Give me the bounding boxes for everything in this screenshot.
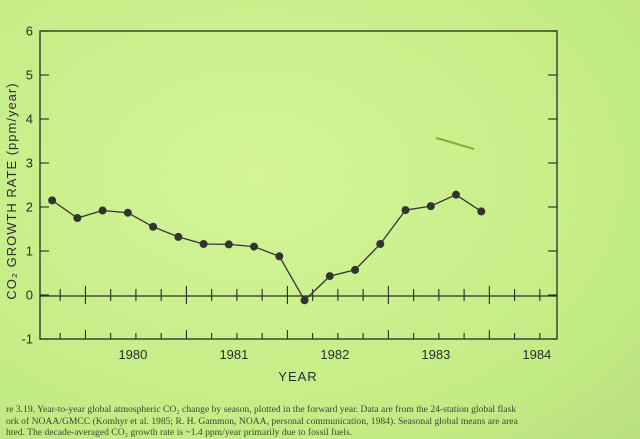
data-point <box>275 252 284 261</box>
data-point <box>401 206 410 215</box>
caption-line-3: hted. The decade-averaged CO₂ growth rat… <box>6 427 353 438</box>
data-point <box>426 202 435 211</box>
series-line <box>51 193 482 302</box>
y-axis-title: CO₂ GROWTH RATE (ppm/year) <box>4 82 19 299</box>
caption-line-2: ork of NOAA/GMCC (Komhyr et al. 1985; R.… <box>6 415 518 427</box>
data-series <box>48 190 486 305</box>
data-point <box>452 190 461 199</box>
data-point <box>149 222 158 231</box>
x-axis-ticks: 1980 1981 1982 1983 1984 <box>59 286 551 362</box>
y-tick-label: -1 <box>21 332 33 347</box>
data-point <box>300 296 309 305</box>
data-point <box>325 272 334 281</box>
data-point <box>199 239 208 248</box>
x-tick-label: 1980 <box>118 347 147 362</box>
data-point <box>250 242 259 251</box>
data-point <box>123 208 132 217</box>
y-tick-label: 3 <box>26 156 33 171</box>
y-tick-label: 0 <box>26 288 33 303</box>
x-axis-title: YEAR <box>278 369 317 384</box>
data-point <box>351 265 360 274</box>
data-point <box>48 196 57 205</box>
x-tick-label: 1981 <box>219 347 248 362</box>
data-point <box>477 207 486 216</box>
y-tick-label: 4 <box>26 112 33 127</box>
data-point <box>73 214 82 222</box>
x-tick-label: 1982 <box>320 347 349 362</box>
y-tick-label: 1 <box>26 244 33 259</box>
data-point <box>98 206 107 215</box>
y-tick-label: 5 <box>26 68 33 83</box>
y-axis-ticks: -1 0 1 2 3 4 5 6 <box>21 24 557 347</box>
y-tick-label: 6 <box>26 24 33 39</box>
data-point <box>174 232 183 241</box>
figure-caption: re 3.19. Year-to-year global atmospheric… <box>6 404 632 439</box>
data-point <box>376 239 385 248</box>
x-tick-label: 1984 <box>522 347 551 362</box>
pen-mark <box>435 137 475 150</box>
data-point <box>224 240 233 249</box>
x-tick-label: 1983 <box>421 347 450 362</box>
y-tick-label: 2 <box>26 200 33 215</box>
plot-frame <box>39 30 558 340</box>
caption-line-1: re 3.19. Year-to-year global atmospheric… <box>6 404 517 415</box>
